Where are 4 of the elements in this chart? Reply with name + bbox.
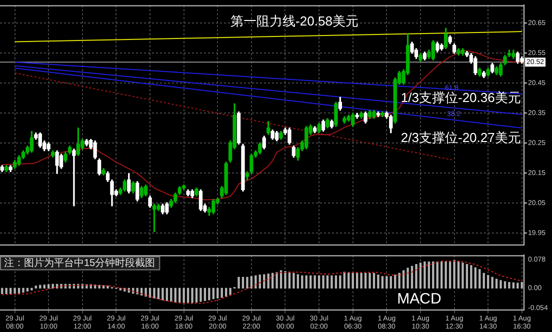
annotation: 第一阻力线-20.58美元 — [230, 14, 358, 29]
annotation: 注：图片为平台中15分钟时段截图 — [4, 257, 156, 270]
annotation: 2/3支撑位-20.27美元 — [400, 130, 521, 145]
annotation: MACD — [397, 290, 442, 308]
